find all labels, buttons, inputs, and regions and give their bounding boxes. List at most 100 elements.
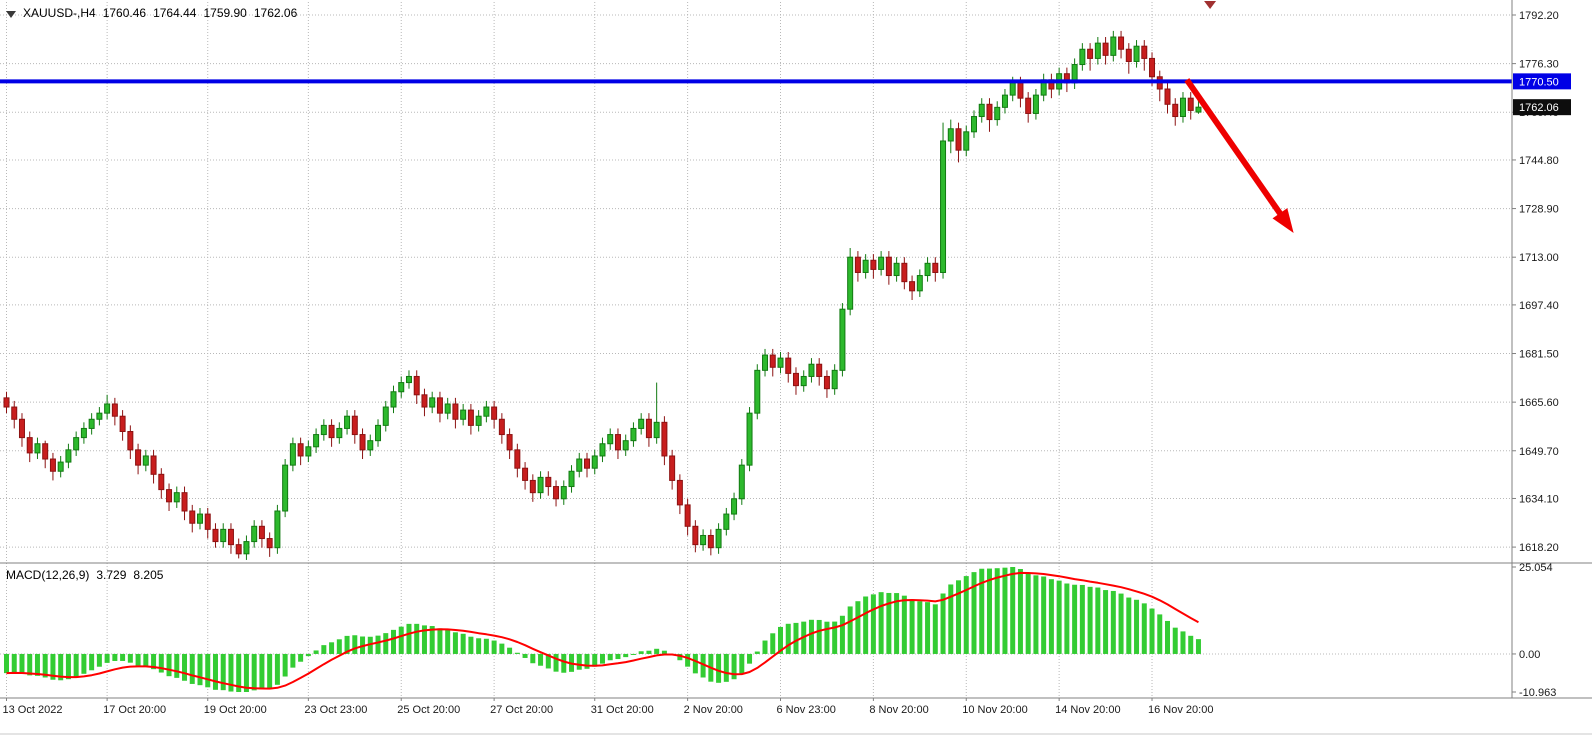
bull-candle[interactable] [924, 262, 931, 277]
bear-candle[interactable] [491, 406, 498, 420]
bear-candle[interactable] [452, 403, 459, 420]
bull-candle[interactable] [336, 427, 343, 439]
bull-candle[interactable] [568, 470, 575, 488]
bull-candle[interactable] [173, 492, 180, 503]
bull-candle[interactable] [282, 464, 289, 512]
bull-candle[interactable] [591, 455, 598, 469]
bull-candle[interactable] [34, 443, 41, 454]
bull-candle[interactable] [444, 403, 451, 414]
bear-candle[interactable] [204, 513, 211, 530]
bear-candle[interactable] [266, 538, 273, 549]
bear-candle[interactable] [1141, 45, 1148, 59]
bear-candle[interactable] [823, 375, 830, 390]
bear-candle[interactable] [769, 354, 776, 368]
bull-candle[interactable] [1032, 94, 1039, 114]
bull-candle[interactable] [398, 382, 405, 393]
bear-candle[interactable] [684, 504, 691, 527]
bear-candle[interactable] [11, 406, 18, 420]
bull-candle[interactable] [313, 434, 320, 448]
bull-candle[interactable] [1094, 42, 1101, 59]
bear-candle[interactable] [584, 458, 590, 469]
bear-candle[interactable] [692, 525, 699, 546]
bull-candle[interactable] [1179, 97, 1186, 118]
bull-candle[interactable] [800, 375, 807, 387]
bull-candle[interactable] [560, 486, 567, 500]
bear-candle[interactable] [181, 492, 188, 512]
bull-candle[interactable] [808, 363, 815, 377]
bear-candle[interactable] [189, 510, 196, 524]
bull-candle[interactable] [483, 406, 490, 417]
bear-candle[interactable] [909, 281, 916, 292]
bull-candle[interactable] [1079, 48, 1086, 66]
bull-candle[interactable] [367, 440, 374, 451]
bear-candle[interactable] [351, 415, 358, 436]
bull-candle[interactable] [971, 116, 977, 133]
bull-candle[interactable] [305, 446, 312, 457]
bear-candle[interactable] [676, 479, 683, 506]
bull-candle[interactable] [754, 369, 761, 414]
bear-candle[interactable] [785, 357, 792, 374]
bull-candle[interactable] [375, 424, 382, 442]
bear-candle[interactable] [1102, 42, 1109, 56]
bear-candle[interactable] [498, 418, 505, 436]
bear-candle[interactable] [235, 544, 242, 555]
bull-candle[interactable] [1133, 45, 1140, 62]
bull-candle[interactable] [847, 256, 854, 310]
bear-candle[interactable] [119, 415, 126, 432]
bull-candle[interactable] [344, 415, 351, 429]
trend-arrow-head[interactable] [1272, 208, 1294, 233]
bear-candle[interactable] [111, 403, 118, 417]
bull-candle[interactable] [475, 415, 482, 426]
bear-candle[interactable] [885, 256, 892, 277]
bear-candle[interactable] [1025, 97, 1032, 114]
bear-candle[interactable] [413, 375, 420, 396]
bear-candle[interactable] [854, 256, 861, 273]
bear-candle[interactable] [436, 397, 443, 414]
bull-candle[interactable] [777, 357, 784, 368]
bear-candle[interactable] [707, 534, 714, 549]
bull-candle[interactable] [723, 513, 730, 530]
bull-candle[interactable] [607, 434, 614, 445]
bear-candle[interactable] [18, 418, 25, 439]
bull-candle[interactable] [96, 412, 103, 420]
bear-candle[interactable] [1187, 97, 1194, 111]
bear-candle[interactable] [158, 473, 165, 491]
bear-candle[interactable] [1149, 57, 1156, 78]
bull-candle[interactable] [1195, 106, 1202, 113]
bull-candle[interactable] [947, 128, 954, 142]
bear-candle[interactable] [49, 458, 56, 472]
bull-candle[interactable] [104, 403, 111, 414]
bull-candle[interactable] [738, 464, 745, 500]
trend-arrow-shaft[interactable] [1184, 78, 1288, 223]
bull-candle[interactable] [715, 528, 722, 549]
bear-candle[interactable] [553, 486, 560, 500]
bear-candle[interactable] [150, 455, 157, 475]
bull-candle[interactable] [429, 397, 436, 408]
bull-candle[interactable] [839, 308, 846, 371]
bear-candle[interactable] [955, 128, 962, 151]
bull-candle[interactable] [220, 528, 227, 543]
bear-candle[interactable] [359, 434, 366, 451]
bear-candle[interactable] [467, 409, 474, 426]
bull-candle[interactable] [978, 103, 985, 118]
bear-candle[interactable] [1017, 82, 1024, 99]
bear-candle[interactable] [127, 430, 134, 451]
bull-candle[interactable] [630, 427, 637, 442]
bull-candle[interactable] [653, 421, 660, 439]
symbol-dropdown-icon[interactable] [6, 10, 16, 18]
bull-candle[interactable] [994, 106, 1001, 121]
bull-candle[interactable] [320, 424, 327, 436]
bull-candle[interactable] [1110, 36, 1117, 56]
bull-candle[interactable] [197, 513, 203, 524]
bear-candle[interactable] [661, 421, 668, 457]
bull-candle[interactable] [700, 534, 707, 546]
bear-candle[interactable] [227, 528, 234, 546]
bear-candle[interactable] [166, 489, 173, 503]
bull-candle[interactable] [731, 498, 738, 515]
bull-candle[interactable] [862, 259, 869, 273]
bull-candle[interactable] [80, 427, 87, 439]
bull-candle[interactable] [1009, 82, 1016, 96]
bear-candle[interactable] [1125, 48, 1132, 62]
bear-candle[interactable] [135, 449, 142, 466]
